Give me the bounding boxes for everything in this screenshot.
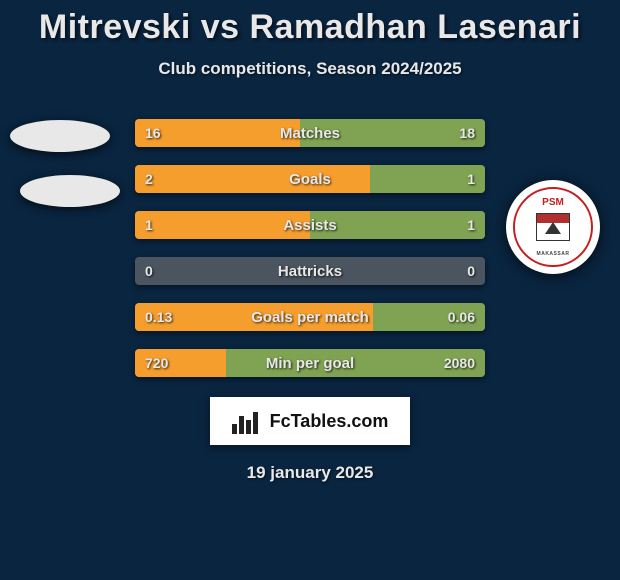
stat-label: Matches	[135, 119, 485, 147]
stat-row: 21Goals	[135, 165, 485, 193]
stat-label: Goals	[135, 165, 485, 193]
page-title: Mitrevski vs Ramadhan Lasenari	[0, 8, 620, 47]
date-text: 19 january 2025	[0, 463, 620, 483]
stat-row: 1618Matches	[135, 119, 485, 147]
fctables-logo: FcTables.com	[210, 397, 410, 445]
stat-label: Min per goal	[135, 349, 485, 377]
stat-label: Assists	[135, 211, 485, 239]
footer-brand-text: FcTables.com	[270, 411, 389, 432]
stat-row: 7202080Min per goal	[135, 349, 485, 377]
stat-row: 11Assists	[135, 211, 485, 239]
stat-row: 00Hattricks	[135, 257, 485, 285]
stat-row: 0.130.06Goals per match	[135, 303, 485, 331]
stat-label: Goals per match	[135, 303, 485, 331]
page-subtitle: Club competitions, Season 2024/2025	[0, 59, 620, 79]
stat-label: Hattricks	[135, 257, 485, 285]
stats-bars: 1618Matches 21Goals 11Assists 00Hattricks 0.…	[135, 119, 485, 377]
bar-chart-icon	[232, 408, 264, 434]
